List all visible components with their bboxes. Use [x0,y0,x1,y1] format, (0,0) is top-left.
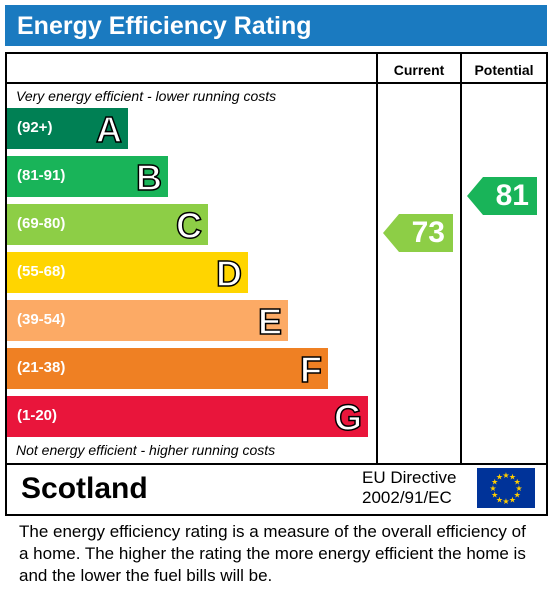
band-e: (39-54) E [7,300,288,343]
title-bar: Energy Efficiency Rating [5,5,547,46]
eu-star-icon: ★ [514,478,521,487]
potential-rating-value: 81 [495,179,529,212]
directive-line-2: 2002/91/EC [362,488,452,507]
potential-rating-arrow: 81 [467,177,537,215]
band-b: (81-91) B [7,156,168,199]
note-very-efficient: Very energy efficient - lower running co… [16,88,277,104]
band-g: (1-20) G [7,396,368,439]
band-range-label: (92+) [17,119,53,136]
band-letter: G [333,396,363,439]
band-range-label: (39-54) [17,311,66,328]
band-range-label: (69-80) [17,215,66,232]
band-d: (55-68) D [7,252,248,295]
current-rating-arrow: 73 [383,214,453,252]
current-rating-value: 73 [411,216,445,249]
divider-potential [460,54,462,463]
current-arrow-shape [383,214,453,252]
band-letter: E [257,300,283,343]
note-not-efficient: Not energy efficient - higher running co… [16,442,276,458]
band-f: (21-38) F [7,348,328,391]
divider-current [376,54,378,463]
eu-star-icon: ★ [489,484,496,493]
eu-stars: ★ ★★★★★★★★★★★ [489,471,522,506]
band-range-label: (1-20) [17,407,58,424]
footer-divider [7,463,546,465]
eu-star-icon: ★ [502,497,509,506]
directive-line-1: EU Directive [362,468,457,487]
band-a: (92+) A [7,108,128,151]
eu-star-icon: ★ [496,473,503,482]
column-header-potential: Potential [474,62,534,78]
band-range-label: (81-91) [17,167,66,184]
column-header-current: Current [393,62,445,78]
band-letter: F [299,348,323,391]
eu-star-icon: ★ [515,484,522,493]
band-range-label: (21-38) [17,359,66,376]
band-range-label: (55-68) [17,263,66,280]
eu-directive: EU Directive 2002/91/EC [362,468,456,508]
eu-star-icon: ★ [502,471,509,480]
eu-flag-icon: ★ ★ ★ ★ ★ ★ ★ ★ ★ ★ ★ ★ [477,468,535,508]
eu-star-icon: ★ [496,495,503,504]
potential-arrow-shape [467,177,537,215]
band-letter: B [135,156,163,199]
region-label: Scotland [21,472,148,505]
band-c: (69-80) C [7,204,208,247]
header-divider [7,82,546,84]
eu-star-icon: ★ [491,491,498,500]
eu-star-icon: ★ [509,473,516,482]
band-letter: D [215,252,243,295]
description-text: The energy efficiency rating is a measur… [19,522,526,585]
eu-star-icon: ★ [491,478,498,487]
band-letter: A [95,108,123,151]
band-letter: C [175,204,203,247]
eu-star-icon: ★ [514,491,521,500]
rating-chart: Current Potential Very energy efficient … [5,52,548,516]
page-title: Energy Efficiency Rating [17,12,312,40]
eu-star-icon: ★ [509,495,516,504]
